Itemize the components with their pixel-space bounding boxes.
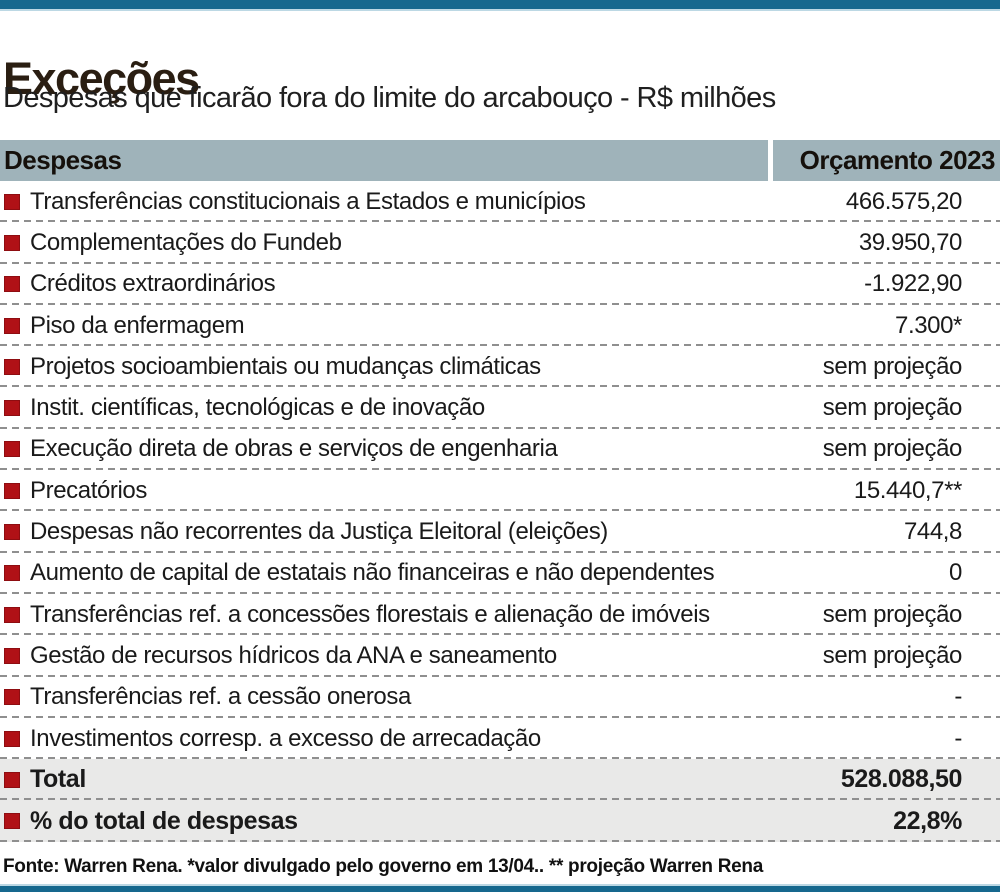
- table-header-row: Despesas Orçamento 2023: [0, 140, 1000, 181]
- source-note: Fonte: Warren Rena. *valor divulgado pel…: [3, 856, 763, 877]
- table-body: Transferências constitucionais a Estados…: [0, 181, 1000, 842]
- table-row: Créditos extraordinários -1.922,90: [0, 263, 1000, 305]
- row-label: Piso da enfermagem: [30, 311, 245, 339]
- table-row: Transferências ref. a cessão onerosa -: [0, 676, 1000, 718]
- row-value: 22,8%: [893, 806, 962, 835]
- red-square-bullet-icon: [4, 813, 20, 830]
- row-value: sem projeção: [822, 641, 963, 669]
- row-value: sem projeção: [822, 394, 963, 422]
- red-square-bullet-icon: [4, 771, 20, 788]
- row-value: 0: [949, 559, 962, 587]
- summary-row: % do total de despesas 22,8%: [0, 800, 1000, 842]
- row-value: 466.575,20: [845, 187, 963, 215]
- red-square-bullet-icon: [4, 358, 20, 375]
- red-square-bullet-icon: [4, 606, 20, 623]
- row-label: Execução direta de obras e serviços de e…: [30, 435, 558, 463]
- red-square-bullet-icon: [4, 234, 20, 251]
- row-value: 528.088,50: [840, 765, 963, 794]
- column-header-orcamento-2023: Orçamento 2023: [773, 140, 1000, 181]
- row-value: sem projeção: [822, 435, 963, 463]
- red-square-bullet-icon: [4, 317, 20, 334]
- page-title: Exceções: [3, 53, 200, 105]
- table-row: Aumento de capital de estatais não finan…: [0, 552, 1000, 594]
- bottom-accent-bar: [0, 884, 1000, 892]
- row-label: Complementações do Fundeb: [30, 228, 342, 256]
- column-header-despesas: Despesas: [0, 140, 768, 181]
- red-square-bullet-icon: [4, 689, 20, 706]
- table-row: Precatórios 15.440,7**: [0, 470, 1000, 512]
- red-square-bullet-icon: [4, 276, 20, 293]
- red-square-bullet-icon: [4, 565, 20, 582]
- row-label: Despesas não recorrentes da Justiça Elei…: [30, 518, 608, 546]
- row-label: Transferências ref. a cessão onerosa: [30, 683, 411, 711]
- row-label: Precatórios: [30, 476, 147, 504]
- row-value: sem projeção: [822, 352, 963, 380]
- row-label: Instit. científicas, tecnológicas e de i…: [30, 394, 485, 422]
- table-row: Projetos socioambientais ou mudanças cli…: [0, 346, 1000, 388]
- red-square-bullet-icon: [4, 524, 20, 541]
- red-square-bullet-icon: [4, 441, 20, 458]
- table-row: Despesas não recorrentes da Justiça Elei…: [0, 511, 1000, 553]
- red-square-bullet-icon: [4, 482, 20, 499]
- row-label: Créditos extraordinários: [30, 270, 276, 298]
- row-value: 39.950,70: [858, 228, 963, 256]
- table-row: Investimentos corresp. a excesso de arre…: [0, 717, 1000, 760]
- row-label: % do total de despesas: [30, 806, 298, 835]
- table-row: Gestão de recursos hídricos da ANA e san…: [0, 635, 1000, 677]
- table-row: Transferências ref. a concessões florest…: [0, 593, 1000, 636]
- row-label: Investimentos corresp. a excesso de arre…: [30, 724, 541, 752]
- page-subtitle: Despesas que ficarão fora do limite do a…: [3, 82, 776, 114]
- row-value: -: [954, 683, 962, 711]
- table-row: Instit. científicas, tecnológicas e de i…: [0, 387, 1000, 429]
- table-row: Execução direta de obras e serviços de e…: [0, 428, 1000, 471]
- red-square-bullet-icon: [4, 730, 20, 747]
- top-accent-bar: [0, 0, 1000, 11]
- row-value: 7.300*: [895, 311, 962, 339]
- expenses-table: Despesas Orçamento 2023 Transferências c…: [0, 140, 1000, 842]
- row-value: 744,8: [903, 518, 962, 546]
- row-label: Transferências constitucionais a Estados…: [30, 187, 586, 215]
- summary-row: Total 528.088,50: [0, 759, 1000, 801]
- row-value: 15.440,7**: [853, 476, 963, 504]
- table-row: Transferências constitucionais a Estados…: [0, 181, 1000, 223]
- row-label: Projetos socioambientais ou mudanças cli…: [30, 352, 541, 380]
- table-row: Piso da enfermagem 7.300*: [0, 304, 1000, 347]
- red-square-bullet-icon: [4, 400, 20, 417]
- red-square-bullet-icon: [4, 647, 20, 664]
- row-value: -1.922,90: [864, 270, 962, 298]
- row-label: Aumento de capital de estatais não finan…: [30, 559, 715, 587]
- row-label: Total: [30, 765, 86, 794]
- row-label: Transferências ref. a concessões florest…: [30, 600, 710, 628]
- row-value: sem projeção: [822, 600, 963, 628]
- row-value: -: [954, 724, 962, 752]
- red-square-bullet-icon: [4, 193, 20, 210]
- table-row: Complementações do Fundeb 39.950,70: [0, 222, 1000, 264]
- row-label: Gestão de recursos hídricos da ANA e san…: [30, 641, 557, 669]
